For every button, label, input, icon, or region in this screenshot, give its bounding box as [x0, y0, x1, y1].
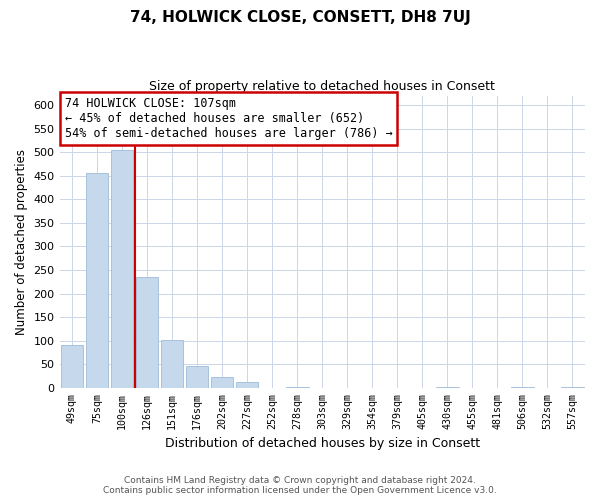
- Y-axis label: Number of detached properties: Number of detached properties: [15, 148, 28, 334]
- Bar: [161, 340, 184, 388]
- Text: Contains HM Land Registry data © Crown copyright and database right 2024.
Contai: Contains HM Land Registry data © Crown c…: [103, 476, 497, 495]
- Bar: [211, 378, 233, 388]
- Bar: [111, 150, 133, 388]
- Bar: [61, 346, 83, 388]
- X-axis label: Distribution of detached houses by size in Consett: Distribution of detached houses by size …: [165, 437, 480, 450]
- Bar: [511, 387, 534, 388]
- Bar: [236, 382, 259, 388]
- Text: 74, HOLWICK CLOSE, CONSETT, DH8 7UJ: 74, HOLWICK CLOSE, CONSETT, DH8 7UJ: [130, 10, 470, 25]
- Bar: [136, 277, 158, 388]
- Bar: [286, 387, 308, 388]
- Bar: [436, 387, 458, 388]
- Bar: [86, 174, 109, 388]
- Bar: [561, 387, 584, 388]
- Text: 74 HOLWICK CLOSE: 107sqm
← 45% of detached houses are smaller (652)
54% of semi-: 74 HOLWICK CLOSE: 107sqm ← 45% of detach…: [65, 97, 392, 140]
- Title: Size of property relative to detached houses in Consett: Size of property relative to detached ho…: [149, 80, 495, 93]
- Bar: [186, 366, 208, 388]
